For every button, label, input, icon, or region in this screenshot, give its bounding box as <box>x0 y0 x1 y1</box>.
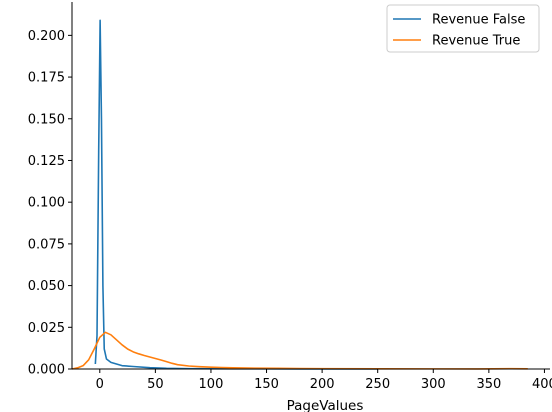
legend-label: Revenue False <box>432 13 525 28</box>
x-tick-label: 300 <box>421 377 446 392</box>
y-tick-label: 0.150 <box>28 112 65 127</box>
y-tick-label: 0.125 <box>28 154 65 169</box>
y-tick-label: 0.100 <box>28 196 65 211</box>
x-tick-label: 50 <box>147 377 164 392</box>
y-tick-label: 0.175 <box>28 71 65 86</box>
legend-label: Revenue True <box>432 34 520 49</box>
y-tick-label: 0.050 <box>28 279 65 294</box>
x-tick-label: 400 <box>532 377 552 392</box>
x-tick-label: 0 <box>96 377 104 392</box>
y-ticks: 0.000 0.025 0.050 0.075 0.100 0.125 0.150 0.175… <box>28 29 72 378</box>
x-axis-label: PageValues <box>287 398 364 412</box>
legend-box <box>386 4 540 53</box>
y-tick-label: 0.200 <box>28 29 65 44</box>
x-ticks: 0 50 100 150 200 250 300 350 400 <box>96 369 552 392</box>
y-tick-label: 0.000 <box>28 363 65 378</box>
legend: Revenue False Revenue True <box>386 4 540 53</box>
x-tick-label: 200 <box>310 377 335 392</box>
plot-lines <box>71 19 528 370</box>
y-tick-label: 0.025 <box>28 321 65 336</box>
x-tick-label: 150 <box>254 377 279 392</box>
x-tick-label: 100 <box>199 377 224 392</box>
axes <box>71 2 550 370</box>
y-tick-label: 0.075 <box>28 237 65 252</box>
series-line-1 <box>94 19 378 370</box>
x-tick-label: 350 <box>476 377 501 392</box>
x-tick-label: 250 <box>365 377 390 392</box>
series-line-2 <box>71 331 528 370</box>
